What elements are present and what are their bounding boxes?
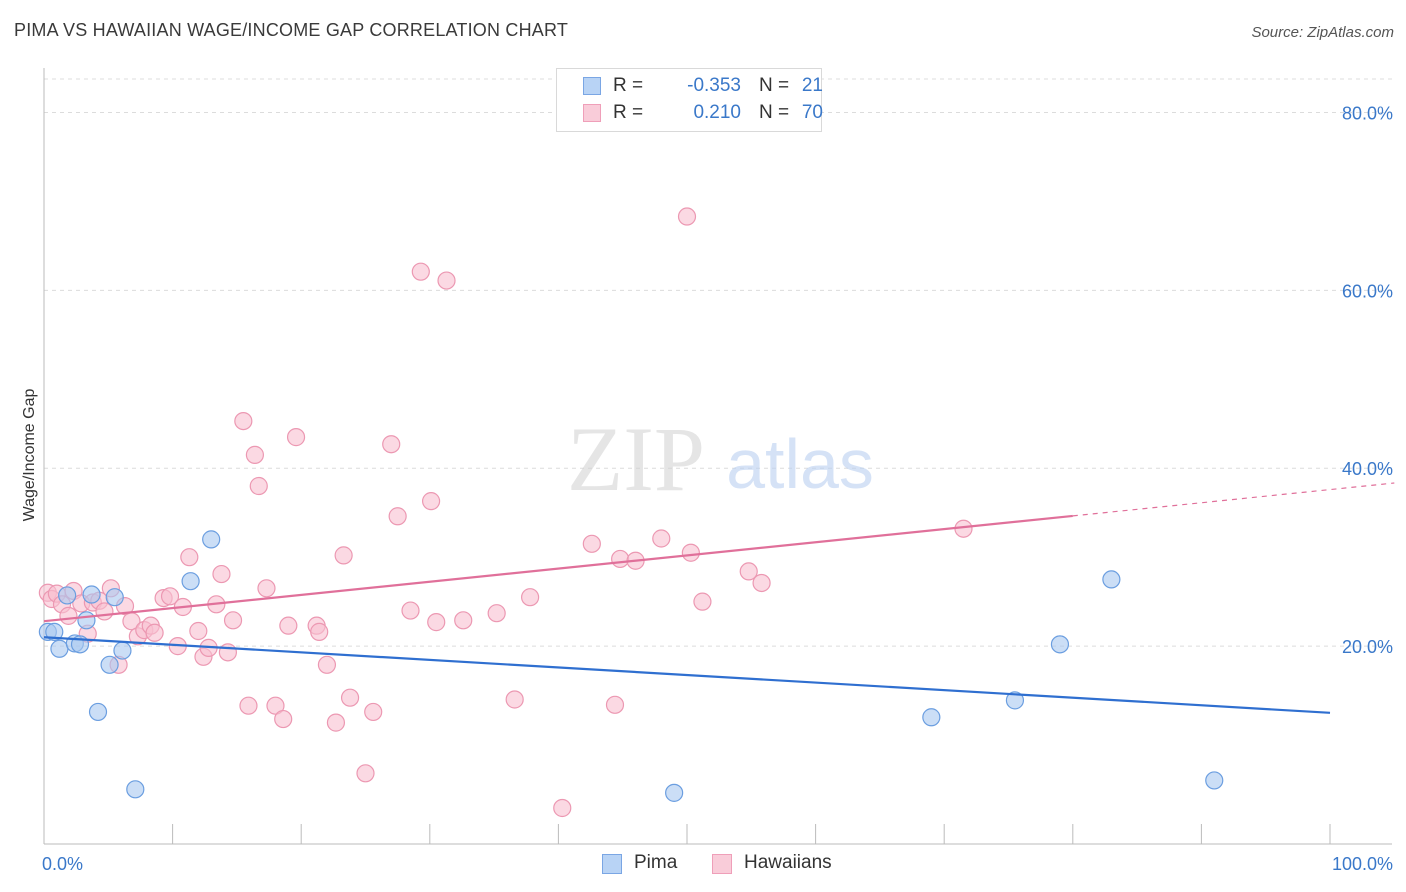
n-label: N = — [759, 75, 790, 96]
hawaiian-point — [582, 534, 601, 553]
hawaiian-point — [334, 546, 353, 565]
pima-point — [1005, 691, 1025, 710]
hawaiians-swatch — [712, 854, 732, 874]
r-value: -0.353 — [687, 75, 741, 96]
hawaiian-point — [239, 696, 258, 715]
hawaiian-point — [189, 621, 208, 641]
hawaiian-point — [234, 411, 253, 431]
hawaiian-point — [317, 655, 337, 674]
pima-point — [1050, 635, 1070, 654]
watermark-zip: ZIP — [567, 408, 705, 510]
pima-point — [202, 530, 221, 549]
tick-labels: 20.0% 40.0% 60.0% 80.0% 0.0% 100.0% — [42, 103, 1393, 874]
pima-point — [45, 622, 64, 641]
n-value: 70 — [801, 102, 823, 123]
pima-point — [100, 655, 119, 674]
hawaiian-point — [677, 207, 697, 226]
hawaiian-point — [95, 602, 114, 621]
hawaiian-point — [160, 587, 180, 606]
hawaiian-point — [487, 604, 506, 623]
hawaiian-point — [454, 611, 473, 630]
hawaiian-point — [693, 592, 712, 611]
pima-point — [105, 588, 124, 607]
pima-point — [181, 572, 200, 591]
y-tick-label: 60.0% — [1342, 281, 1393, 301]
hawaiian-point — [145, 623, 164, 642]
n-value: 21 — [801, 75, 823, 96]
n-label: N = — [759, 102, 790, 123]
pima-point — [126, 780, 145, 799]
pima-point — [1102, 570, 1121, 589]
hawaiian-point — [382, 435, 401, 454]
hawaiian-point — [59, 606, 78, 625]
hawaiian-point — [218, 643, 237, 662]
y-tick-label: 40.0% — [1342, 459, 1393, 479]
hawaiian-point — [364, 702, 383, 722]
source-label: Source: ZipAtlas.com — [1251, 24, 1394, 41]
pima-point — [665, 783, 684, 802]
x-tick-label: 100.0% — [1332, 854, 1393, 874]
hawaiian-point — [388, 507, 407, 526]
grid-lines — [44, 78, 1392, 647]
hawaiian-point — [752, 573, 771, 593]
hawaiian-point — [180, 548, 199, 567]
hawaiians-label: Hawaiians — [744, 852, 832, 873]
hawaiian-point — [437, 271, 456, 290]
hawaiian-point — [521, 588, 540, 607]
hawaiian-point — [401, 601, 420, 620]
trend-lines — [43, 482, 1395, 714]
pima-point — [88, 702, 108, 722]
watermark-atlas: atlas — [726, 425, 874, 503]
hawaiian-point — [505, 690, 524, 709]
pima-swatch — [602, 854, 622, 874]
hawaiian-point — [249, 476, 268, 496]
hawaiian-point — [681, 543, 700, 562]
hawaiian-point — [356, 764, 375, 783]
axes — [43, 68, 1392, 845]
y-tick-label: 20.0% — [1342, 637, 1393, 657]
r-value: 0.210 — [693, 102, 741, 123]
hawaiian-point — [279, 616, 298, 635]
r-label: R = — [613, 102, 644, 123]
hawaiian-point — [257, 579, 276, 598]
correlation-legend: R = -0.353 N = 21 R = 0.210 N = 70 — [556, 68, 823, 132]
hawaiian-point — [411, 262, 430, 281]
pima-point — [1205, 771, 1224, 790]
hawaiian-point — [245, 445, 265, 464]
hawaiian-point — [266, 696, 285, 715]
hawaiian-point — [310, 622, 329, 641]
r-label: R = — [613, 75, 644, 96]
y-tick-label: 80.0% — [1342, 103, 1393, 123]
pima-point — [113, 641, 132, 660]
pima-point — [50, 639, 69, 658]
hawaiian-point — [611, 549, 630, 569]
hawaiian-point — [340, 688, 360, 707]
hawaiians-swatch — [583, 104, 601, 122]
pima-point — [82, 585, 101, 604]
hawaiian-point — [427, 613, 446, 632]
pima-point — [77, 611, 96, 630]
hawaiians-trend-line — [43, 514, 1073, 623]
hawaiian-point — [223, 611, 243, 630]
hawaiian-point — [286, 428, 306, 447]
pima-point — [58, 586, 77, 605]
data-points — [38, 207, 1224, 818]
hawaiian-point — [212, 564, 231, 584]
watermark: ZIP atlas — [567, 408, 874, 510]
pima-point — [922, 708, 941, 727]
hawaiian-point — [652, 529, 671, 548]
hawaiian-point — [605, 695, 625, 714]
hawaiian-point — [274, 709, 293, 729]
hawaiians-trend-extension — [1072, 482, 1395, 517]
pima-trend-line — [43, 636, 1331, 714]
hawaiian-point — [326, 713, 346, 732]
hawaiian-point — [739, 562, 758, 581]
hawaiian-point — [553, 798, 572, 818]
pima-swatch — [583, 77, 601, 95]
pima-label: Pima — [634, 852, 678, 873]
hawaiian-point — [421, 492, 441, 511]
x-tick-label: 0.0% — [42, 854, 83, 874]
chart-title: PIMA VS HAWAIIAN WAGE/INCOME GAP CORRELA… — [14, 20, 569, 40]
